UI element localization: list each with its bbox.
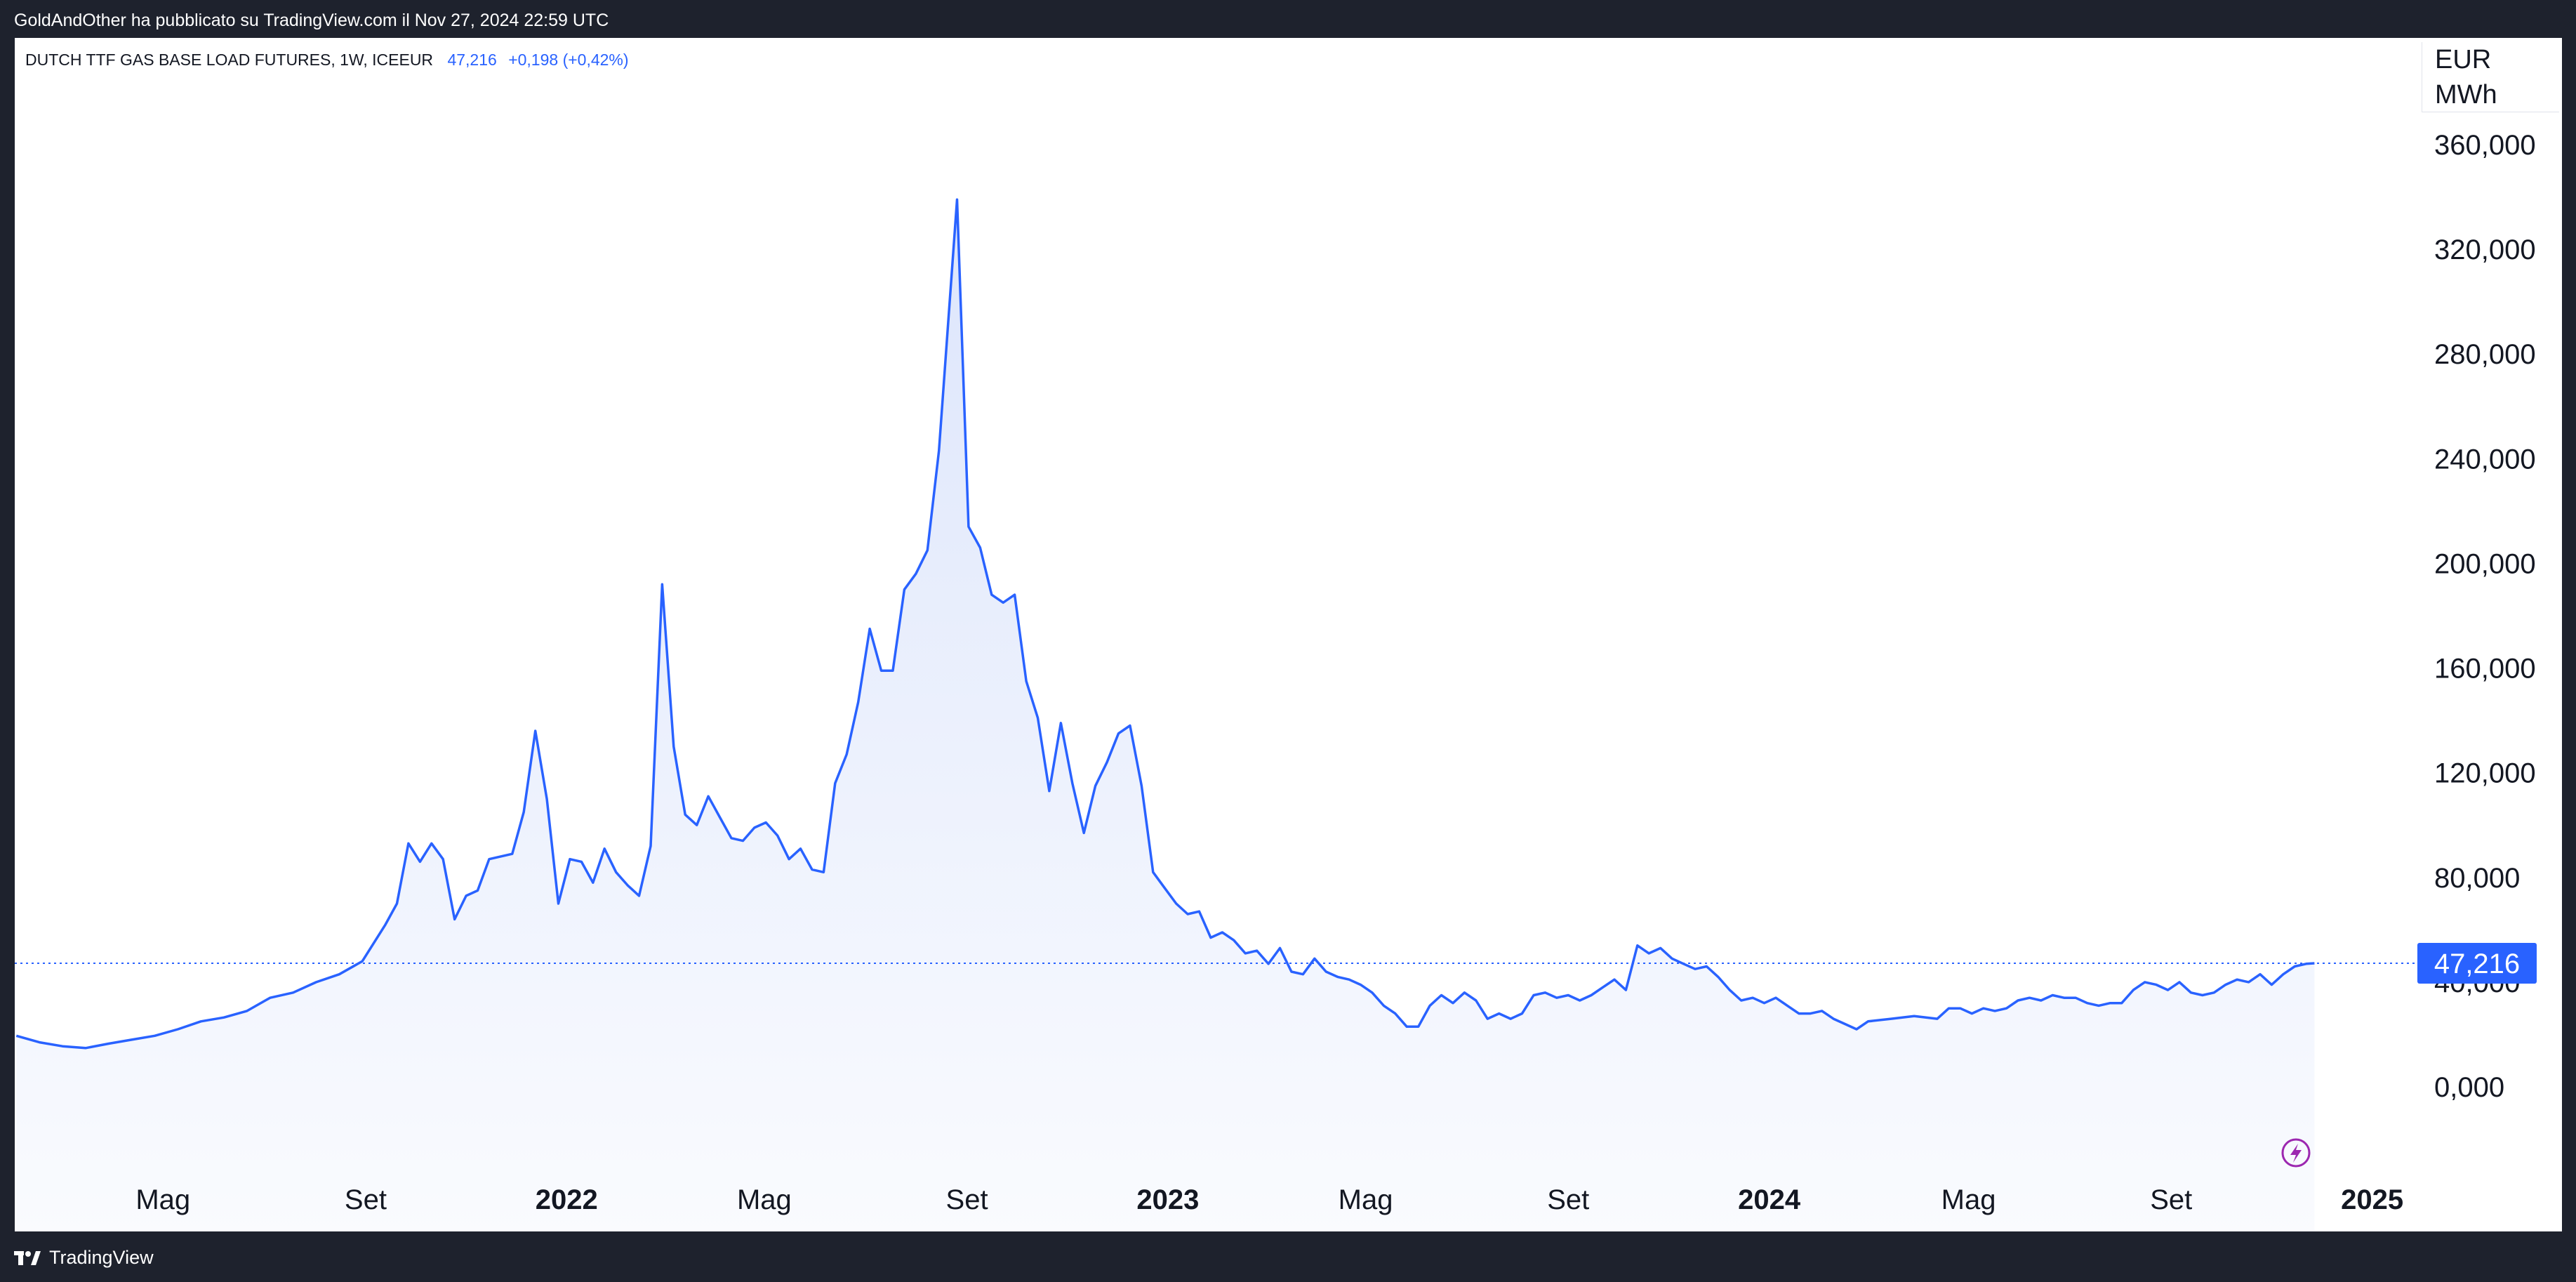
symbol-title: DUTCH TTF GAS BASE LOAD FUTURES, 1W, ICE… <box>25 51 434 69</box>
x-tick-label: 2024 <box>1738 1184 1801 1215</box>
x-tick-label: Set <box>946 1184 988 1215</box>
y-tick-label: 160,000 <box>2434 654 2536 685</box>
lightning-icon[interactable] <box>2281 1138 2311 1168</box>
footer-bar: TradingView <box>0 1231 2576 1282</box>
unit-currency: EUR <box>2435 45 2492 74</box>
x-tick-label: 2022 <box>536 1184 598 1215</box>
x-tick-label: Mag <box>1339 1184 1393 1215</box>
x-tick-label: Mag <box>135 1184 190 1215</box>
x-tick-label: Mag <box>737 1184 792 1215</box>
last-price-tag-bg <box>2417 942 2537 984</box>
price-change: +0,198 (+0,42%) <box>508 51 629 69</box>
publisher-bar: GoldAndOther ha pubblicato su TradingVie… <box>0 0 2576 38</box>
x-tick-label: Mag <box>1941 1184 1996 1215</box>
area-fill <box>16 199 2315 1232</box>
brand[interactable]: TradingView <box>14 1247 154 1269</box>
y-tick-label: 280,000 <box>2434 339 2536 370</box>
last-price: 47,216 <box>447 51 497 69</box>
x-tick-label: Set <box>1547 1184 1589 1215</box>
publisher-text: GoldAndOther ha pubblicato su TradingVie… <box>14 11 609 30</box>
unit-label[interactable]: EUR MWh <box>2422 42 2559 112</box>
y-tick-label: 0,000 <box>2434 1072 2504 1103</box>
last-price-tag-label: 47,216 <box>2434 949 2520 979</box>
y-tick-label: 360,000 <box>2434 130 2536 161</box>
y-tick-label: 200,000 <box>2434 548 2536 579</box>
x-tick-label: Set <box>2150 1184 2192 1215</box>
y-tick-label: 240,000 <box>2434 444 2536 475</box>
last-price-tag: 47,216 <box>2417 942 2537 984</box>
tradingview-logo-icon <box>14 1250 41 1265</box>
x-axis[interactable]: Mag Set 2022 Mag Set 2023 Mag Set 2024 Mag Set 2025 <box>135 1184 2403 1215</box>
x-tick-label: Set <box>345 1184 387 1215</box>
unit-measure: MWh <box>2435 80 2497 110</box>
brand-name: TradingView <box>49 1247 154 1268</box>
chart-legend[interactable]: DUTCH TTF GAS BASE LOAD FUTURES, 1W, ICE… <box>25 51 629 70</box>
price-line <box>15 198 2315 1050</box>
y-tick-label: 320,000 <box>2434 234 2536 265</box>
y-tick-label: 80,000 <box>2434 863 2520 894</box>
y-tick-label: 120,000 <box>2434 758 2536 789</box>
x-tick-label: 2025 <box>2341 1184 2403 1215</box>
x-tick-label: 2023 <box>1136 1184 1199 1215</box>
